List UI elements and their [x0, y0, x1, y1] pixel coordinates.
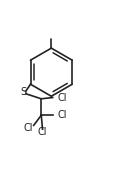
Text: Cl: Cl	[58, 110, 67, 120]
Text: Cl: Cl	[58, 93, 67, 103]
Text: Cl: Cl	[24, 123, 33, 133]
Text: S: S	[20, 87, 27, 97]
Text: Cl: Cl	[38, 127, 47, 137]
